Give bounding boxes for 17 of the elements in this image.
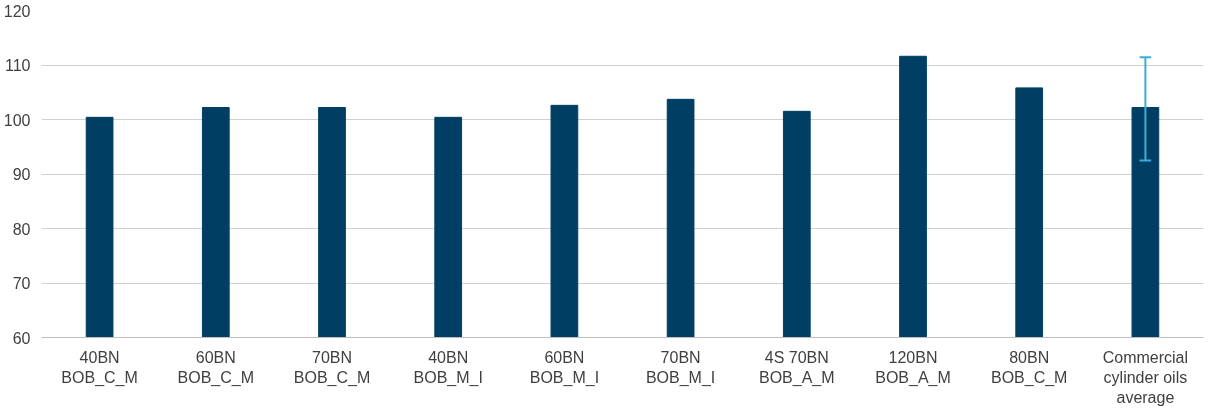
x-tick-label: 120BN BOB_A_M	[875, 348, 951, 387]
x-tick-label: Commercial cylinder oils average	[1102, 348, 1189, 407]
y-tick-label: 80	[12, 220, 31, 238]
x-tick-label: 60BN BOB_M_I	[529, 348, 600, 387]
y-tick-label: 100	[3, 111, 31, 129]
x-tick-label: 40BN BOB_M_I	[413, 348, 483, 387]
x-tick-label: 80BN BOB_C_M	[990, 348, 1068, 387]
y-tick-label: 70	[12, 275, 31, 292]
y-tick-label: 120	[3, 2, 31, 20]
x-tick-label: 70BN BOB_C_M	[293, 348, 371, 387]
x-tick-label: 70BN BOB_M_I	[645, 348, 716, 387]
y-tick-label: 90	[12, 166, 31, 183]
y-tick-label: 60	[12, 329, 31, 347]
x-tick-label: 40BN BOB_C_M	[61, 348, 138, 387]
x-tick-label: 60BN BOB_C_M	[177, 348, 255, 387]
x-tick-label: 4S 70BN BOB_A_M	[759, 348, 835, 387]
y-tick-label: 110	[4, 57, 31, 74]
